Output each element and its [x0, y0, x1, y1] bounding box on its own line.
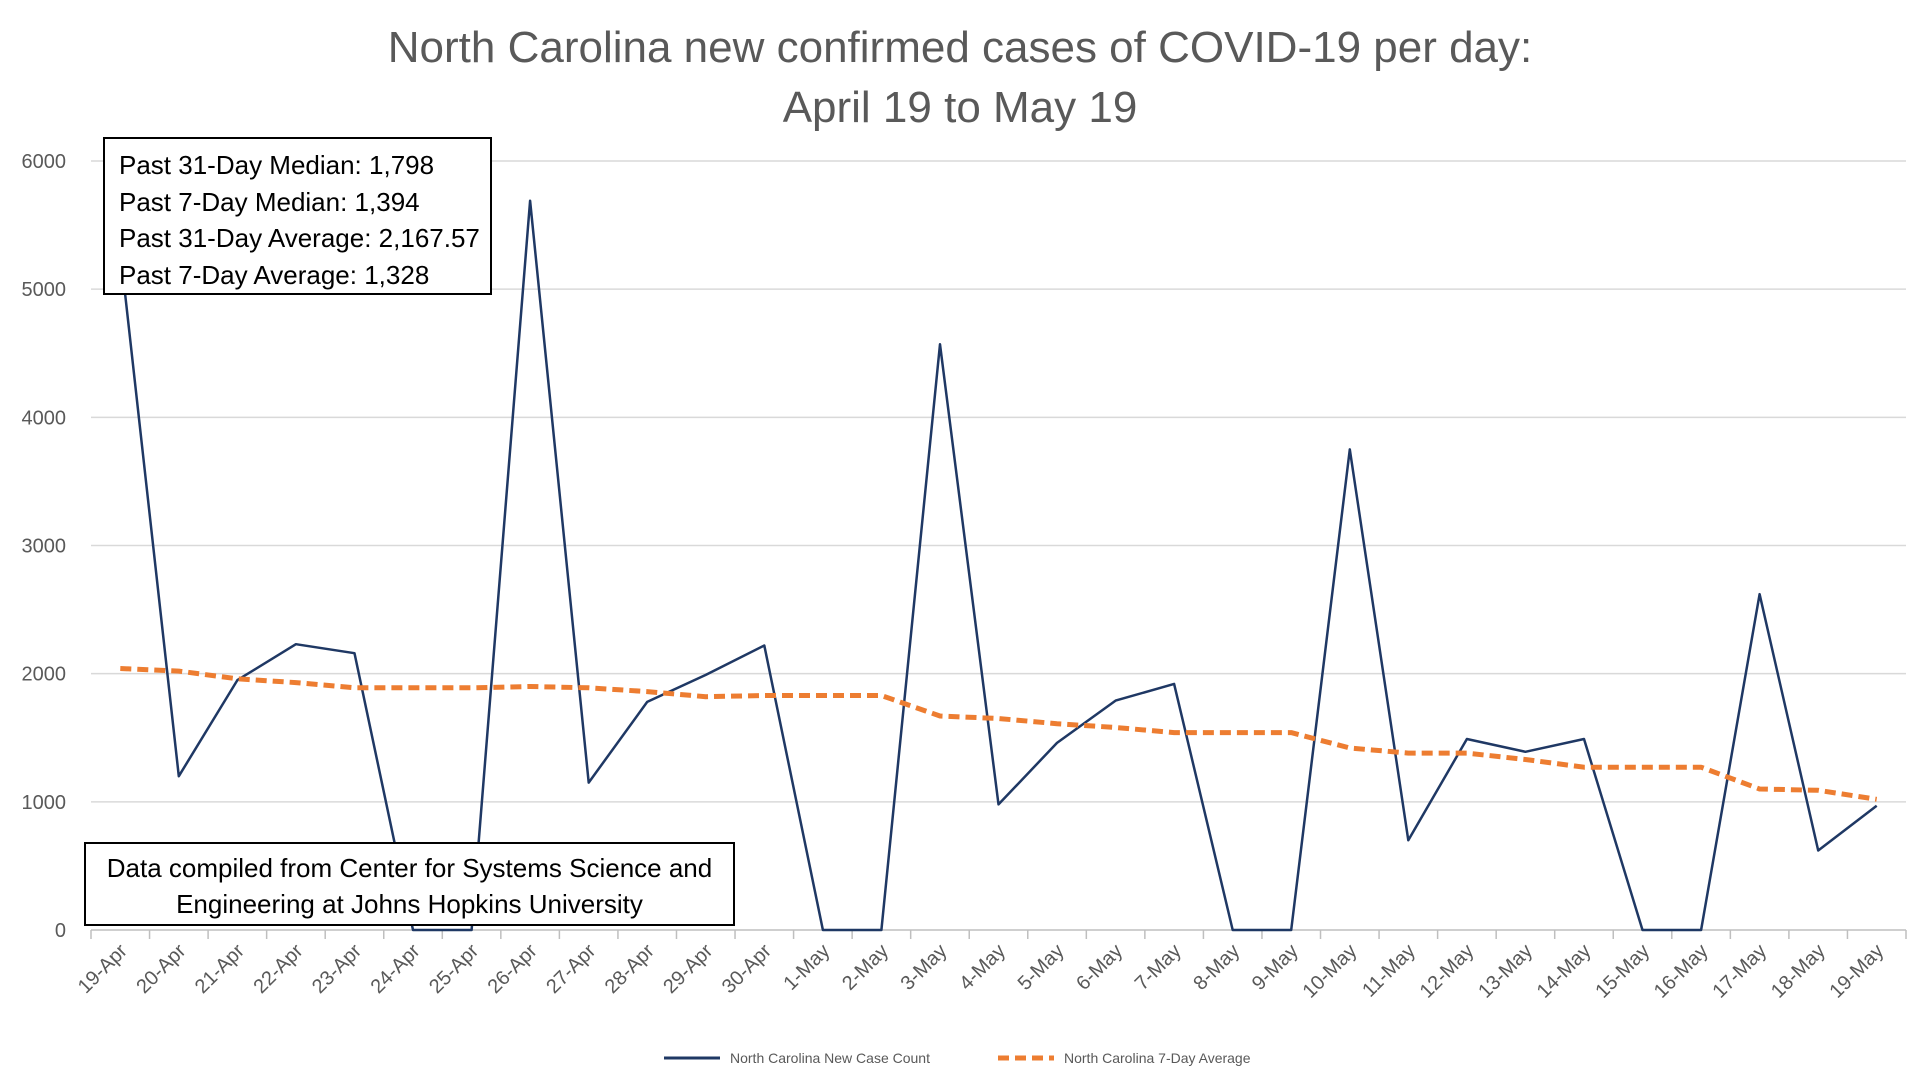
y-tick-label: 5000: [22, 279, 67, 301]
x-tick-label: 21-Apr: [191, 940, 249, 998]
x-tick-label: 15-May: [1591, 940, 1654, 1003]
x-tick-label: 17-May: [1708, 940, 1771, 1003]
y-tick-label: 2000: [22, 664, 67, 686]
legend-label-7-day-average: North Carolina 7-Day Average: [1064, 1050, 1251, 1066]
x-tick-label: 5-May: [1014, 940, 1069, 995]
x-tick-label: 29-Apr: [659, 940, 717, 998]
legend-item-7-day-average: North Carolina 7-Day Average: [998, 1048, 1251, 1068]
x-tick-label: 2-May: [838, 940, 893, 995]
legend-swatch-new-case-count: [664, 1056, 720, 1060]
legend-swatch-7-day-average: [998, 1055, 1054, 1061]
stat-31-day-average: Past 31-Day Average: 2,167.57: [119, 223, 480, 253]
x-tick-label: 23-Apr: [308, 940, 366, 998]
x-tick-label: 1-May: [780, 940, 835, 995]
legend-label-new-case-count: North Carolina New Case Count: [730, 1050, 930, 1066]
x-tick-label: 30-Apr: [718, 940, 776, 998]
x-tick-label: 6-May: [1072, 940, 1127, 995]
y-tick-label: 1000: [22, 792, 67, 814]
x-tick-label: 10-May: [1299, 940, 1362, 1003]
x-axis-ticks: 19-Apr 20-Apr 21-Apr 22-Apr 23-Apr 24-Apr 25-A…: [74, 930, 1907, 1003]
x-tick-label: 8-May: [1189, 940, 1244, 995]
stat-7-day-average: Past 7-Day Average: 1,328: [119, 259, 430, 290]
chart-title-line-1: North Carolina new confirmed cases of CO…: [387, 23, 1533, 72]
x-tick-label: 4-May: [955, 940, 1010, 995]
x-tick-label: 11-May: [1358, 940, 1420, 1002]
y-tick-label: 6000: [22, 151, 67, 173]
stat-7-day-median: Past 7-Day Median: 1,394: [119, 186, 420, 217]
x-tick-label: 3-May: [897, 940, 952, 995]
series-line-7-day-average: [120, 666, 1878, 802]
x-tick-label: 14-May: [1533, 940, 1596, 1003]
x-tick-label: 28-Apr: [601, 940, 659, 998]
summary-stats-box: Past 31-Day Median: 1,798 Past 7-Day Med…: [103, 137, 492, 295]
y-tick-label: 0: [55, 920, 66, 942]
y-axis-ticks: 0 1000 2000 3000 4000 5000 6000: [22, 151, 67, 942]
stat-31-day-median: Past 31-Day Median: 1,798: [119, 150, 435, 180]
x-tick-label: 26-Apr: [484, 940, 542, 998]
series-lines: [119, 199, 1878, 932]
chart-subtitle: April 19 to May 19: [782, 83, 1138, 132]
legend-item-new-case-count: North Carolina New Case Count: [664, 1048, 930, 1068]
series-line-new-case-count: [119, 199, 1878, 932]
x-tick-label: 25-Apr: [425, 940, 483, 998]
x-tick-label: 22-Apr: [249, 940, 307, 998]
x-tick-label: 7-May: [1131, 940, 1186, 995]
y-tick-label: 3000: [22, 536, 67, 558]
source-line-1: Data compiled from Center for Systems Sc…: [106, 853, 713, 883]
x-tick-label: 13-May: [1474, 940, 1537, 1003]
x-tick-label: 18-May: [1767, 940, 1830, 1003]
x-tick-label: 27-Apr: [542, 940, 600, 998]
x-tick-label: 16-May: [1650, 940, 1713, 1003]
x-tick-label: 9-May: [1248, 940, 1303, 995]
data-source-box: Data compiled from Center for Systems Sc…: [84, 842, 735, 926]
chart-title: North Carolina new confirmed cases of CO…: [0, 18, 1920, 138]
x-tick-label: 19-May: [1826, 940, 1889, 1003]
x-tick-label: 20-Apr: [132, 940, 190, 998]
x-tick-label: 19-Apr: [74, 940, 132, 998]
x-tick-label: 24-Apr: [367, 940, 425, 998]
y-tick-label: 4000: [22, 407, 67, 429]
source-line-2: Engineering at Johns Hopkins University: [176, 889, 643, 919]
x-tick-label: 12-May: [1416, 940, 1479, 1003]
